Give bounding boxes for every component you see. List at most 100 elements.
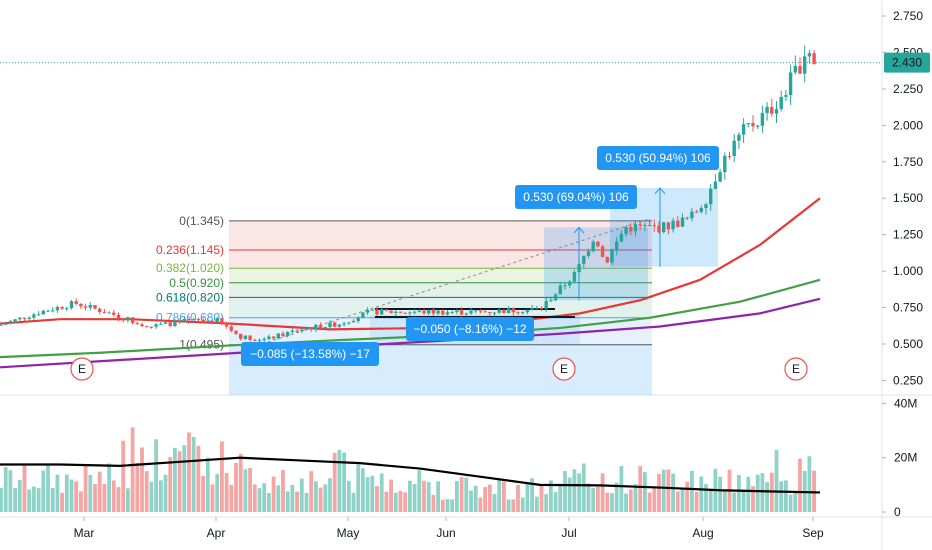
candle-body bbox=[403, 312, 407, 314]
volume-bar bbox=[8, 470, 13, 512]
volume-bar bbox=[534, 496, 539, 512]
last-price-label: 2.430 bbox=[892, 56, 922, 70]
volume-bar bbox=[426, 482, 431, 512]
candle-body bbox=[314, 324, 318, 330]
price-tick-label: 2.250 bbox=[893, 82, 923, 96]
fib-level-label: 0.382(1.020) bbox=[156, 261, 224, 275]
candle-body bbox=[666, 222, 671, 230]
earnings-marker bbox=[70, 357, 94, 381]
candle-body bbox=[163, 322, 168, 324]
volume-bar bbox=[323, 484, 328, 512]
candle-body bbox=[192, 318, 196, 320]
candle-body bbox=[643, 225, 647, 227]
volume-bar bbox=[680, 489, 685, 512]
volume-bar bbox=[224, 473, 229, 512]
candle-body bbox=[55, 306, 60, 311]
earnings-marker-label: E bbox=[78, 362, 86, 376]
volume-bar bbox=[22, 464, 27, 512]
volume-bar bbox=[205, 457, 210, 512]
candle-body bbox=[408, 312, 412, 314]
volume-bar bbox=[553, 492, 558, 512]
volume-bar bbox=[544, 494, 549, 512]
candle-body bbox=[417, 310, 421, 312]
volume-bar bbox=[558, 485, 563, 512]
price-axis[interactable]: 2.7502.5002.2502.0001.7501.5001.2501.000… bbox=[0, 9, 930, 387]
volume-bar bbox=[760, 473, 765, 512]
candle-body bbox=[765, 106, 769, 114]
candle-body bbox=[469, 310, 473, 314]
fib-level-label: 0.618(0.820) bbox=[156, 290, 224, 304]
volume-bar bbox=[563, 470, 567, 512]
volume-tick-label: 0 bbox=[894, 505, 901, 519]
candlestick-series bbox=[0, 45, 816, 343]
volume-bar bbox=[793, 491, 798, 512]
price-tick-label: 1.000 bbox=[893, 264, 923, 278]
candle-body bbox=[60, 306, 64, 309]
volume-bar bbox=[469, 490, 473, 512]
volume-bar bbox=[596, 486, 600, 512]
candle-body bbox=[600, 246, 605, 257]
candle-body bbox=[530, 308, 534, 310]
candle-body bbox=[206, 320, 210, 322]
time-axis[interactable]: Mar Apr May Jun Jul Aug Sep bbox=[74, 517, 824, 540]
arrow-head-1 bbox=[573, 226, 585, 234]
volume-bar bbox=[318, 487, 323, 512]
candle-body bbox=[793, 66, 797, 73]
candle-body bbox=[398, 311, 403, 313]
candle-body bbox=[187, 319, 191, 321]
candle-body bbox=[807, 53, 812, 57]
candle-body bbox=[713, 181, 718, 189]
volume-bar bbox=[784, 480, 788, 512]
candle-body bbox=[98, 308, 102, 313]
volume-bar bbox=[332, 452, 337, 512]
volume-series bbox=[0, 427, 821, 512]
candle-body bbox=[126, 317, 130, 321]
volume-tick-label: 40M bbox=[894, 396, 917, 410]
candle-body bbox=[694, 211, 699, 213]
candle-body bbox=[798, 66, 802, 74]
volume-bar bbox=[755, 474, 760, 512]
volume-bar bbox=[168, 457, 173, 512]
fib-band bbox=[229, 297, 652, 318]
volume-bar bbox=[135, 462, 140, 512]
price-tick-label: 2.000 bbox=[893, 118, 923, 132]
candle-body bbox=[304, 328, 309, 330]
measure-labels: −0.085 (−13.58%) −17 −0.050 (−8.16%) −12 0… bbox=[241, 146, 719, 366]
measure-label-rally-1-bg bbox=[515, 185, 637, 209]
volume-bar bbox=[375, 485, 379, 512]
candle-body bbox=[586, 251, 591, 256]
volume-bar bbox=[610, 493, 614, 512]
volume-bar bbox=[257, 488, 262, 512]
candle-body bbox=[488, 311, 492, 313]
candle-body bbox=[549, 300, 553, 302]
volume-bar bbox=[140, 447, 144, 512]
candle-body bbox=[239, 333, 243, 339]
volume-bar bbox=[299, 478, 304, 512]
candle-body bbox=[149, 326, 154, 328]
volume-bar bbox=[17, 479, 22, 512]
candle-body bbox=[394, 311, 398, 313]
candle-body bbox=[676, 220, 680, 227]
candle-body bbox=[8, 321, 13, 324]
volume-bar bbox=[201, 476, 205, 512]
volume-bar bbox=[591, 487, 596, 512]
volume-bar bbox=[502, 481, 506, 512]
volume-bar bbox=[130, 427, 135, 512]
measure-label-rally-2-bg bbox=[597, 146, 719, 170]
volume-bar bbox=[619, 466, 624, 512]
candle-body bbox=[389, 310, 393, 313]
candle-body bbox=[168, 322, 172, 327]
volume-axis[interactable]: 40M 20M 0 bbox=[882, 396, 917, 519]
candle-body bbox=[177, 320, 182, 322]
candle-body bbox=[459, 310, 464, 315]
volume-bar bbox=[412, 484, 417, 512]
candle-body bbox=[638, 224, 642, 226]
fib-band bbox=[229, 249, 652, 269]
candle-body bbox=[553, 294, 558, 301]
volume-bar bbox=[614, 482, 619, 512]
candle-body bbox=[220, 318, 224, 323]
candle-body bbox=[4, 323, 8, 325]
volume-bar bbox=[422, 480, 426, 512]
